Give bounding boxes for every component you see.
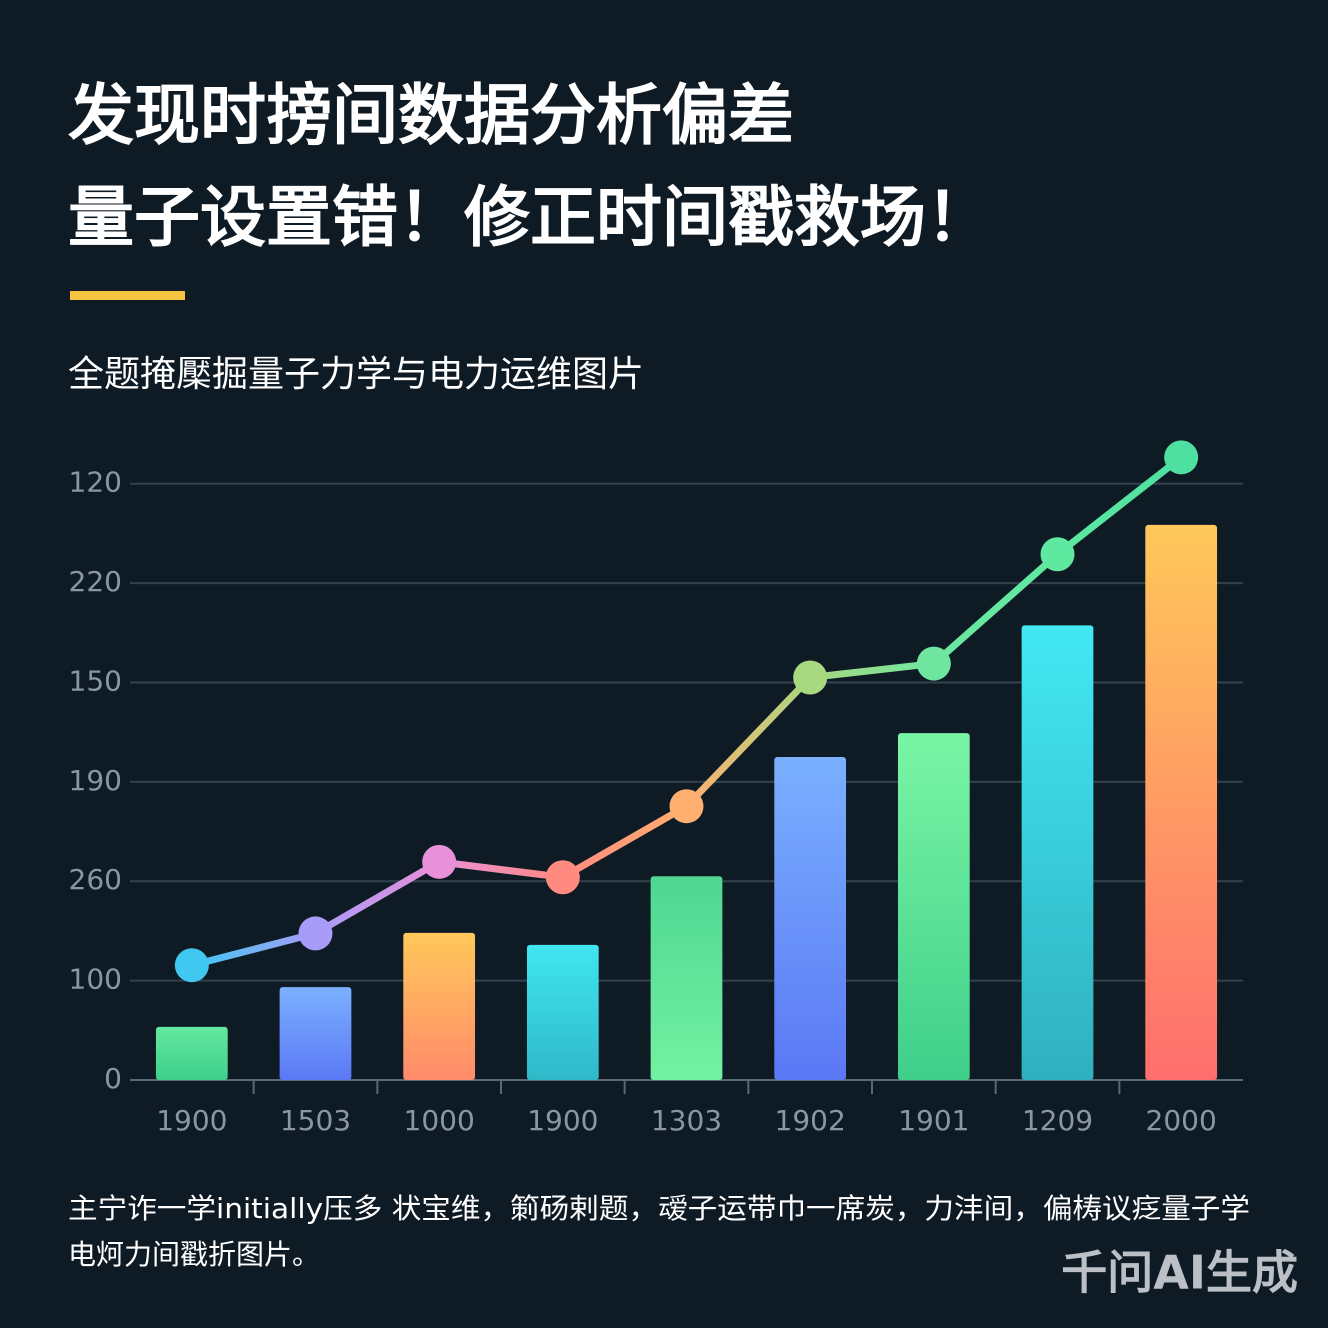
x-tick-label: 1900	[527, 1104, 598, 1137]
chart-title: 发现时搒间数据分析偏差	[68, 77, 794, 154]
y-tick-label: 0	[104, 1062, 122, 1095]
line-point	[669, 789, 704, 824]
line-point	[422, 844, 457, 879]
y-tick-label: 150	[69, 664, 122, 697]
y-tick-label: 120	[69, 466, 122, 499]
bar	[279, 987, 352, 1080]
line-point	[298, 916, 333, 951]
x-tick-label: 1900	[156, 1104, 227, 1137]
x-tick-label: 1303	[651, 1104, 722, 1137]
bar	[1021, 625, 1094, 1080]
y-tick-label: 100	[69, 963, 122, 996]
line-point	[793, 660, 828, 695]
accent-bar	[70, 291, 185, 300]
y-tick-label: 220	[69, 565, 122, 598]
bar	[1145, 524, 1218, 1080]
footer-text: 电炣力间戳折图片。	[68, 1238, 320, 1271]
bar	[774, 757, 847, 1080]
bar	[897, 733, 970, 1080]
line-point	[1040, 537, 1075, 572]
line-point	[174, 948, 209, 983]
footer-text: 主宁诈一学initially压多 状宝维，箣砀剌题，叆子运带巾一席炭，力沣间，偏…	[68, 1192, 1250, 1225]
bar	[155, 1026, 228, 1080]
y-tick-label: 190	[69, 764, 122, 797]
y-tick-label: 260	[69, 863, 122, 896]
bar	[403, 932, 476, 1080]
x-tick-label: 1503	[280, 1104, 351, 1137]
line-point	[916, 646, 951, 681]
x-tick-label: 2000	[1146, 1104, 1217, 1137]
watermark: 千问AI生成	[1061, 1246, 1298, 1300]
x-tick-label: 1000	[404, 1104, 475, 1137]
line-point	[1164, 440, 1199, 475]
x-tick-label: 1901	[898, 1104, 969, 1137]
x-tick-label: 1902	[775, 1104, 846, 1137]
bar	[650, 876, 723, 1080]
x-tick-label: 1209	[1022, 1104, 1093, 1137]
chart-title: 量子设置错！修正时间戳救场！	[68, 179, 992, 256]
line-point	[545, 860, 580, 895]
subtitle: 全题掩檿掘量子力学与电力运维图片	[68, 354, 644, 395]
bar	[526, 944, 599, 1080]
